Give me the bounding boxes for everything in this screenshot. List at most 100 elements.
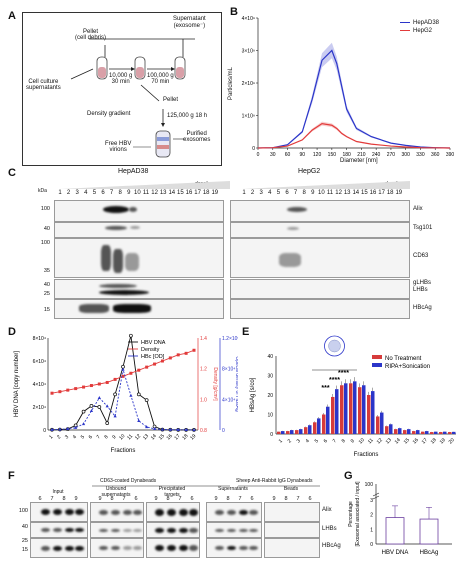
band: [111, 528, 120, 532]
bar: [286, 431, 290, 434]
spin1-label: 10,000 g 30 min: [109, 73, 133, 85]
lane-number: 1: [58, 190, 62, 196]
lane-number: 7: [178, 496, 182, 502]
band: [41, 528, 50, 532]
bar: [362, 385, 366, 434]
y-tick-label: 8×10⁴: [33, 336, 46, 342]
bar: [452, 431, 456, 434]
band: [179, 508, 188, 516]
percentage-svg: 0 1 2 3 100 Percentage [Exosomal associated / …: [348, 481, 452, 556]
bar: [344, 383, 348, 434]
blot-f-0-2: [30, 538, 88, 558]
x-tick-label: 18: [430, 437, 438, 445]
lane-numbers-hepg2: 1 2 3 4 5 6 7 8 9 10 11 12 13 14 15 16 17 18 19: [240, 190, 405, 198]
data-point: [184, 351, 188, 355]
legend-hepad38: HepAD38: [400, 20, 439, 26]
band: [123, 509, 132, 515]
mw-marker: 100: [18, 508, 28, 514]
x-tick-label: 16: [412, 437, 420, 445]
band: [189, 508, 198, 516]
band: [41, 545, 50, 551]
lane-number: 2: [66, 190, 71, 196]
x-tick-label: 6: [323, 438, 329, 444]
workflow-diagram: Pellet (cell debris) Supernatant (exosom…: [22, 12, 222, 166]
x-tick-label: 11: [126, 433, 134, 441]
lane-number: 13: [343, 190, 351, 196]
lane-number: 9: [154, 496, 158, 502]
bar: [349, 383, 353, 434]
significance-marker: ****: [329, 377, 340, 384]
blot-f-0-1: [30, 522, 88, 538]
y-tick-label: 3: [370, 498, 373, 504]
x-tick-label: 5: [80, 434, 86, 440]
band: [155, 545, 164, 551]
tube-1: [96, 56, 108, 80]
bar: [448, 432, 452, 434]
lane-number: 15: [177, 190, 184, 196]
x-tick-label: 240: [372, 152, 381, 158]
data-point: [89, 409, 94, 413]
legend-label: RIPA+Sonication: [385, 364, 430, 370]
bar: [335, 389, 339, 434]
panel-label-f: F: [8, 470, 15, 482]
blot-cd63-hepad38: [54, 238, 224, 278]
x-tick-label: 12: [134, 433, 142, 441]
band: [75, 528, 84, 532]
blot-f-1-1: [90, 522, 144, 538]
data-point: [176, 353, 180, 357]
blot-f-4-2: [264, 538, 320, 558]
legend-swatch: [372, 355, 382, 359]
blot-f-2-1: [146, 522, 200, 538]
data-point: [121, 374, 125, 378]
y-tick-label: 6×10⁴: [33, 359, 46, 365]
x-tick-label: 17: [173, 433, 181, 441]
gradient-tube: [155, 130, 171, 158]
lane-number: 2: [250, 190, 255, 196]
x-tick-label: 2: [56, 434, 62, 440]
x-tick-label: 120: [313, 152, 322, 158]
y-tick-label: 1: [370, 527, 373, 533]
lane-number: 11: [142, 190, 150, 196]
legend-hepg2: HepG2: [400, 28, 432, 34]
chart-exosomal-percentage: 0 1 2 3 100 Percentage [Exosomal associated / …: [344, 478, 460, 562]
series-line-HepAD38: [257, 49, 451, 149]
series-line-HepG2: [257, 122, 451, 149]
x-tick-label: 8: [103, 434, 109, 440]
bar: [376, 416, 380, 434]
header-underlines: [92, 485, 320, 487]
y3-tick-label: 4×10⁴: [222, 397, 235, 403]
x-tick-label: 12: [376, 437, 384, 445]
band: [167, 527, 176, 533]
band: [179, 545, 188, 551]
y-tick-label: 1×10⁹: [242, 114, 255, 120]
bar: [419, 518, 439, 545]
mw-marker: 15: [21, 547, 28, 553]
y-tick-label: 30: [267, 374, 273, 380]
lane-number: 9: [98, 496, 102, 502]
x-tick-label: 0: [257, 152, 260, 158]
band: [53, 545, 62, 551]
lane-number: 8: [62, 496, 66, 502]
blot-f-2-2: [146, 538, 200, 558]
x-tick-label: 6: [88, 434, 94, 440]
bar: [290, 430, 294, 434]
lane-number: 8: [226, 496, 230, 502]
bar: [385, 517, 405, 545]
data-point: [184, 428, 188, 432]
lane-number: 10: [318, 190, 325, 196]
x-tick-label: 1: [278, 438, 284, 444]
lane-number: 9: [272, 496, 276, 502]
lane-number: 12: [151, 190, 158, 196]
mw-marker: 100: [40, 240, 50, 246]
bar: [407, 429, 411, 434]
y3-tick-label: 0: [222, 428, 225, 434]
bar: [322, 414, 326, 434]
y3-tick-label: 8×10⁴: [222, 367, 235, 373]
lane-number: 7: [109, 190, 114, 196]
header-cd63-dynabeads: CD63-coated Dynabeads: [100, 478, 157, 484]
significance-marker: ****: [338, 370, 349, 377]
lane-number: 8: [302, 190, 306, 196]
band: [227, 509, 236, 515]
y-tick-label: 4×10⁴: [33, 382, 46, 388]
legend-swatch: [372, 363, 382, 367]
